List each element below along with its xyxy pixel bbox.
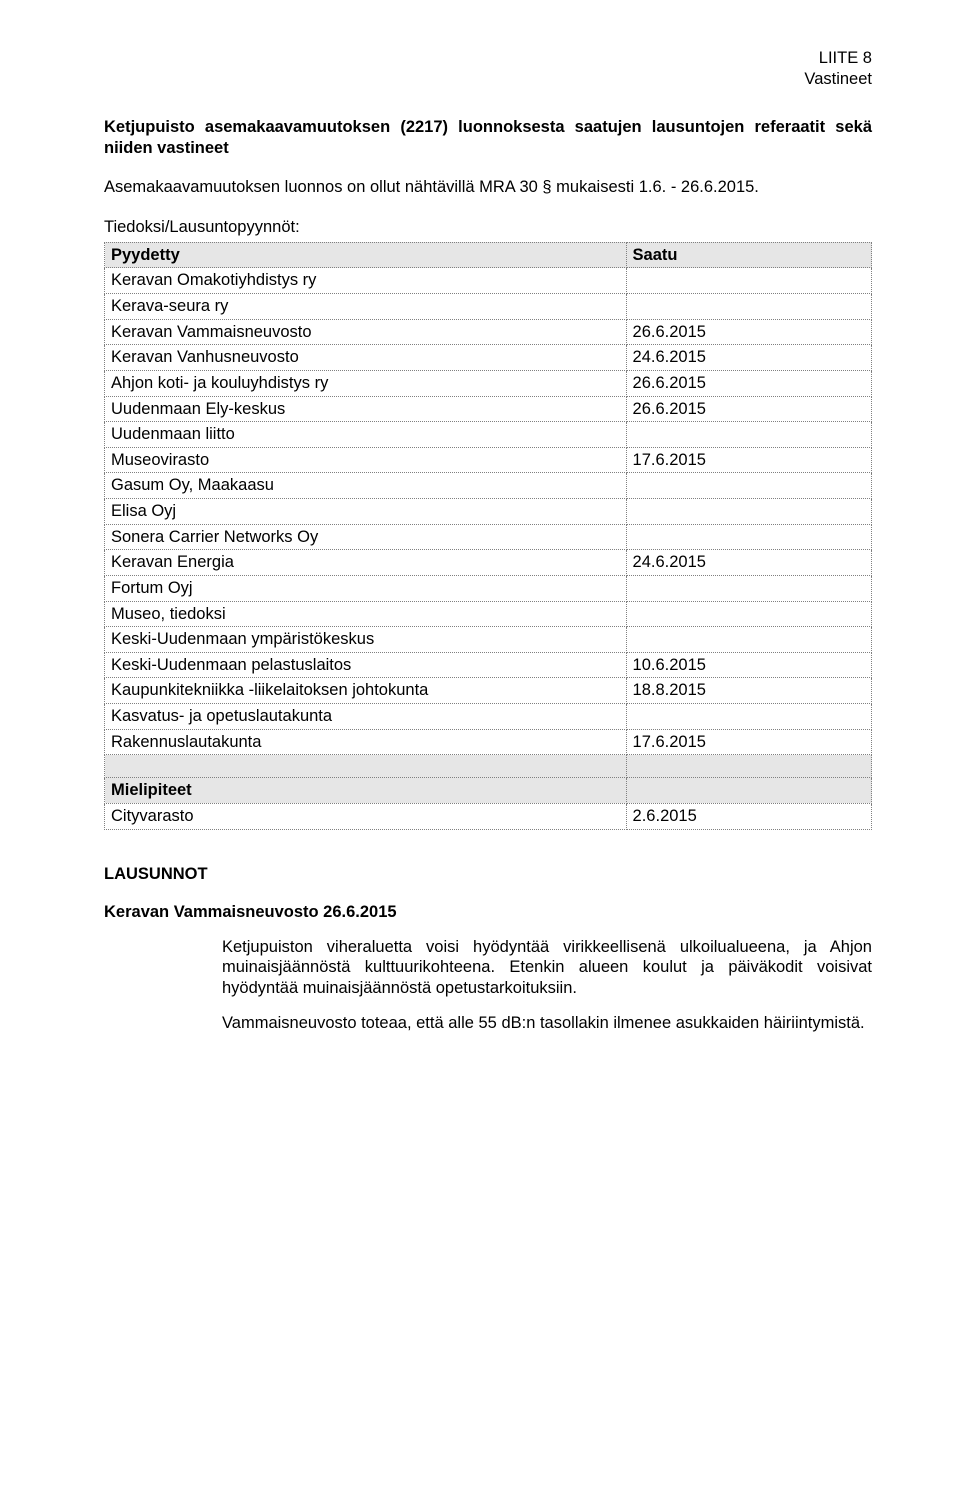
org-label: Ahjon koti- ja kouluyhdistys ry — [105, 370, 627, 396]
table-heading: Tiedoksi/Lausuntopyynnöt: — [104, 217, 872, 238]
col-header-received: Saatu — [626, 242, 871, 268]
table-row: Keski-Uudenmaan pelastuslaitos10.6.2015 — [105, 652, 872, 678]
table-header-row: Pyydetty Saatu — [105, 242, 872, 268]
requests-table: Pyydetty Saatu Keravan Omakotiyhdistys r… — [104, 242, 872, 830]
header-appendix: LIITE 8 Vastineet — [104, 48, 872, 89]
org-date: 10.6.2015 — [626, 652, 871, 678]
page: LIITE 8 Vastineet Ketjupuisto asemakaava… — [0, 0, 960, 1087]
org-label: Fortum Oyj — [105, 575, 627, 601]
appendix-number: LIITE 8 — [104, 48, 872, 69]
org-label: Keski-Uudenmaan ympäristökeskus — [105, 627, 627, 653]
opinions-header-row: Mielipiteet — [105, 778, 872, 804]
table-row: Uudenmaan Ely-keskus26.6.2015 — [105, 396, 872, 422]
org-label: Elisa Oyj — [105, 499, 627, 525]
col-header-requested: Pyydetty — [105, 242, 627, 268]
statements-section-head: LAUSUNNOT — [104, 864, 872, 885]
table-row: Keravan Energia24.6.2015 — [105, 550, 872, 576]
org-date: 26.6.2015 — [626, 370, 871, 396]
org-date: 26.6.2015 — [626, 319, 871, 345]
table-row: Kaupunkitekniikka -liikelaitoksen johtok… — [105, 678, 872, 704]
document-subtitle: Asemakaavamuutoksen luonnos on ollut näh… — [104, 177, 872, 198]
org-label: Keski-Uudenmaan pelastuslaitos — [105, 652, 627, 678]
org-label: Museovirasto — [105, 447, 627, 473]
org-date — [626, 524, 871, 550]
table-row: Keravan Vammaisneuvosto26.6.2015 — [105, 319, 872, 345]
table-row: Gasum Oy, Maakaasu — [105, 473, 872, 499]
org-date: 17.6.2015 — [626, 447, 871, 473]
org-label: Kaupunkitekniikka -liikelaitoksen johtok… — [105, 678, 627, 704]
org-label: Uudenmaan liitto — [105, 422, 627, 448]
org-label: Keravan Vanhusneuvosto — [105, 345, 627, 371]
org-label: Rakennuslautakunta — [105, 729, 627, 755]
org-label: Keravan Omakotiyhdistys ry — [105, 268, 627, 294]
table-row: Kerava-seura ry — [105, 294, 872, 320]
statement-paragraph: Ketjupuiston viheraluetta voisi hyödyntä… — [222, 937, 872, 999]
appendix-label: Vastineet — [104, 69, 872, 90]
org-date — [626, 704, 871, 730]
org-label: Museo, tiedoksi — [105, 601, 627, 627]
org-label: Kasvatus- ja opetuslautakunta — [105, 704, 627, 730]
org-date: 18.8.2015 — [626, 678, 871, 704]
table-row: Uudenmaan liitto — [105, 422, 872, 448]
org-date — [626, 601, 871, 627]
table-row: Keravan Omakotiyhdistys ry — [105, 268, 872, 294]
table-row: Kasvatus- ja opetuslautakunta — [105, 704, 872, 730]
org-label: Keravan Energia — [105, 550, 627, 576]
org-label: Keravan Vammaisneuvosto — [105, 319, 627, 345]
opinions-header: Mielipiteet — [105, 778, 627, 804]
org-date — [626, 422, 871, 448]
org-date: 17.6.2015 — [626, 729, 871, 755]
statement-body: Ketjupuiston viheraluetta voisi hyödyntä… — [222, 937, 872, 1034]
statement-paragraph: Vammaisneuvosto toteaa, että alle 55 dB:… — [222, 1013, 872, 1034]
org-date: 24.6.2015 — [626, 345, 871, 371]
org-date — [626, 575, 871, 601]
table-row: Museovirasto17.6.2015 — [105, 447, 872, 473]
statement-heading: Keravan Vammaisneuvosto 26.6.2015 — [104, 902, 872, 923]
table-row: Fortum Oyj — [105, 575, 872, 601]
org-date — [626, 499, 871, 525]
org-date: 26.6.2015 — [626, 396, 871, 422]
table-row: Keski-Uudenmaan ympäristökeskus — [105, 627, 872, 653]
org-label: Uudenmaan Ely-keskus — [105, 396, 627, 422]
table-row: Museo, tiedoksi — [105, 601, 872, 627]
table-spacer-row — [105, 755, 872, 778]
org-label: Gasum Oy, Maakaasu — [105, 473, 627, 499]
org-date — [626, 268, 871, 294]
org-label: Sonera Carrier Networks Oy — [105, 524, 627, 550]
org-date — [626, 294, 871, 320]
org-date — [626, 473, 871, 499]
org-label: Kerava-seura ry — [105, 294, 627, 320]
org-date — [626, 627, 871, 653]
table-row: Sonera Carrier Networks Oy — [105, 524, 872, 550]
table-row: Keravan Vanhusneuvosto24.6.2015 — [105, 345, 872, 371]
table-row: Ahjon koti- ja kouluyhdistys ry26.6.2015 — [105, 370, 872, 396]
org-date: 24.6.2015 — [626, 550, 871, 576]
opinion-label: Cityvarasto — [105, 803, 627, 829]
document-title: Ketjupuisto asemakaavamuutoksen (2217) l… — [104, 117, 872, 158]
table-row: Cityvarasto2.6.2015 — [105, 803, 872, 829]
table-row: Rakennuslautakunta17.6.2015 — [105, 729, 872, 755]
opinion-date: 2.6.2015 — [626, 803, 871, 829]
table-row: Elisa Oyj — [105, 499, 872, 525]
